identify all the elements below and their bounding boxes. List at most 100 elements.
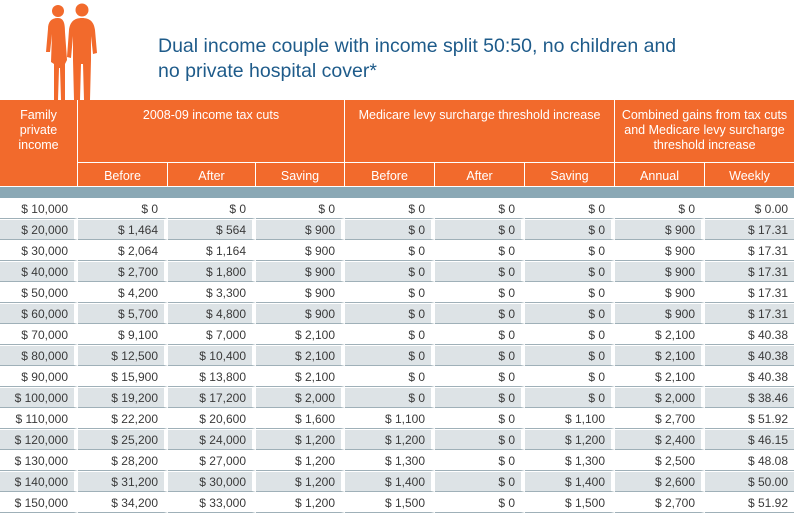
couple-silhouette-icon bbox=[46, 3, 97, 100]
table-cell: $ 2,700 bbox=[615, 408, 706, 429]
row-income-cell: $ 130,000 bbox=[0, 450, 78, 471]
header-combined-annual: Annual bbox=[615, 162, 706, 186]
table-row: $ 60,000 $ 5,700 $ 4,800 $ 900 $ 0 $ 0 $ 0 $ 90… bbox=[0, 303, 795, 324]
table-cell: $ 0 bbox=[525, 261, 616, 282]
table-row: $ 30,000 $ 2,064 $ 1,164 $ 900 $ 0 $ 0 $ 0 $ 90… bbox=[0, 240, 795, 261]
table-cell: $ 1,600 bbox=[256, 408, 346, 429]
table-cell: $ 7,000 bbox=[168, 324, 256, 345]
table-cell: $ 1,200 bbox=[256, 450, 346, 471]
table-cell: $ 0 bbox=[435, 387, 526, 408]
table-cell: $ 2,400 bbox=[615, 429, 706, 450]
table-cell: $ 17,200 bbox=[168, 387, 256, 408]
table-cell: $ 10,400 bbox=[168, 345, 256, 366]
table-cell: $ 2,064 bbox=[78, 240, 168, 261]
table-cell: $ 0 bbox=[435, 324, 526, 345]
table-cell: $ 51.92 bbox=[705, 408, 795, 429]
header-medicare: Medicare levy surcharge threshold increa… bbox=[345, 100, 616, 162]
table-cell: $ 0 bbox=[435, 492, 526, 513]
table-cell: $ 0 bbox=[435, 219, 526, 240]
table-cell: $ 24,000 bbox=[168, 429, 256, 450]
table-cell: $ 900 bbox=[256, 282, 346, 303]
header-medicare-saving: Saving bbox=[525, 162, 616, 186]
table-cell: $ 2,700 bbox=[78, 261, 168, 282]
header-medicare-after: After bbox=[435, 162, 526, 186]
row-income-cell: $ 120,000 bbox=[0, 429, 78, 450]
table-cell: $ 900 bbox=[256, 219, 346, 240]
row-income-cell: $ 100,000 bbox=[0, 387, 78, 408]
table-cell: $ 0 bbox=[525, 198, 616, 219]
table-cell: $ 0 bbox=[345, 366, 436, 387]
row-income-cell: $ 110,000 bbox=[0, 408, 78, 429]
table-cell: $ 1,200 bbox=[256, 471, 346, 492]
title-line-1: Dual income couple with income split 50:… bbox=[158, 35, 677, 57]
table-cell: $ 0 bbox=[435, 303, 526, 324]
header-combined-weekly: Weekly bbox=[705, 162, 795, 186]
table-cell: $ 900 bbox=[615, 219, 706, 240]
table-cell: $ 900 bbox=[615, 261, 706, 282]
table-cell: $ 0 bbox=[525, 345, 616, 366]
table-body: $ 10,000 $ 0 $ 0 $ 0 $ 0 $ 0 $ 0 $ 0 $ 0.00 $ 20,… bbox=[0, 186, 795, 513]
table-cell: $ 2,600 bbox=[615, 471, 706, 492]
table-cell: $ 0 bbox=[345, 303, 436, 324]
table-cell: $ 2,100 bbox=[615, 324, 706, 345]
row-income-cell: $ 70,000 bbox=[0, 324, 78, 345]
table-row: $ 50,000 $ 4,200 $ 3,300 $ 900 $ 0 $ 0 $ 0 $ 90… bbox=[0, 282, 795, 303]
table-cell: $ 0 bbox=[345, 345, 436, 366]
income-table: Family private income 2008-09 income tax… bbox=[0, 100, 795, 513]
table-cell: $ 0 bbox=[435, 471, 526, 492]
table-cell: $ 1,464 bbox=[78, 219, 168, 240]
header-combined: Combined gains from tax cuts and Medicar… bbox=[615, 100, 795, 162]
table-cell: $ 0 bbox=[345, 219, 436, 240]
table-cell: $ 0 bbox=[345, 282, 436, 303]
table-row: $ 90,000 $ 15,900 $ 13,800 $ 2,100 $ 0 $ 0 $ 0… bbox=[0, 366, 795, 387]
table-cell: $ 0 bbox=[435, 366, 526, 387]
table-cell: $ 0 bbox=[435, 261, 526, 282]
table-cell: $ 31,200 bbox=[78, 471, 168, 492]
table-cell: $ 1,400 bbox=[525, 471, 616, 492]
table-cell: $ 0 bbox=[615, 198, 706, 219]
table-cell: $ 0 bbox=[525, 366, 616, 387]
row-income-cell: $ 10,000 bbox=[0, 198, 78, 219]
table-row: $ 130,000 $ 28,200 $ 27,000 $ 1,200 $ 1,300 $… bbox=[0, 450, 795, 471]
table-cell: $ 900 bbox=[615, 303, 706, 324]
table-cell: $ 34,200 bbox=[78, 492, 168, 513]
table-row: $ 70,000 $ 9,100 $ 7,000 $ 2,100 $ 0 $ 0 $ 0 $ … bbox=[0, 324, 795, 345]
table-cell: $ 50.00 bbox=[705, 471, 795, 492]
table-cell: $ 30,000 bbox=[168, 471, 256, 492]
table-cell: $ 900 bbox=[256, 240, 346, 261]
table-row: $ 110,000 $ 22,200 $ 20,600 $ 1,600 $ 1,100 $… bbox=[0, 408, 795, 429]
table-cell: $ 2,100 bbox=[256, 366, 346, 387]
table-cell: $ 38.46 bbox=[705, 387, 795, 408]
row-income-cell: $ 150,000 bbox=[0, 492, 78, 513]
table-cell: $ 2,000 bbox=[615, 387, 706, 408]
table-cell: $ 40.38 bbox=[705, 345, 795, 366]
table-cell: $ 1,200 bbox=[525, 429, 616, 450]
table-cell: $ 5,700 bbox=[78, 303, 168, 324]
header-sub-row: Before After Saving Before After Saving … bbox=[0, 162, 795, 186]
page-title: Dual income couple with income split 50:… bbox=[158, 34, 758, 84]
table-cell: $ 0 bbox=[525, 282, 616, 303]
table-cell: $ 19,200 bbox=[78, 387, 168, 408]
header-divider-band bbox=[0, 186, 795, 198]
table-cell: $ 0 bbox=[345, 240, 436, 261]
table-cell: $ 48.08 bbox=[705, 450, 795, 471]
table-row: $ 100,000 $ 19,200 $ 17,200 $ 2,000 $ 0 $ 0 $ … bbox=[0, 387, 795, 408]
table-cell: $ 900 bbox=[256, 261, 346, 282]
table-cell: $ 25,200 bbox=[78, 429, 168, 450]
header-tax-saving: Saving bbox=[256, 162, 346, 186]
table-row: $ 20,000 $ 1,464 $ 564 $ 900 $ 0 $ 0 $ 0 $ 900 $… bbox=[0, 219, 795, 240]
table-cell: $ 1,500 bbox=[345, 492, 436, 513]
table-row: $ 40,000 $ 2,700 $ 1,800 $ 900 $ 0 $ 0 $ 0 $ 90… bbox=[0, 261, 795, 282]
row-income-cell: $ 80,000 bbox=[0, 345, 78, 366]
table-row: $ 80,000 $ 12,500 $ 10,400 $ 2,100 $ 0 $ 0 $ 0… bbox=[0, 345, 795, 366]
header-tax-after: After bbox=[168, 162, 256, 186]
table-cell: $ 0 bbox=[525, 240, 616, 261]
table-cell: $ 33,000 bbox=[168, 492, 256, 513]
table-cell: $ 1,100 bbox=[345, 408, 436, 429]
row-income-cell: $ 40,000 bbox=[0, 261, 78, 282]
table-cell: $ 0 bbox=[168, 198, 256, 219]
title-line-2: no private hospital cover* bbox=[158, 60, 377, 82]
table-cell: $ 4,800 bbox=[168, 303, 256, 324]
table-cell: $ 2,100 bbox=[615, 366, 706, 387]
table-cell: $ 0 bbox=[345, 387, 436, 408]
